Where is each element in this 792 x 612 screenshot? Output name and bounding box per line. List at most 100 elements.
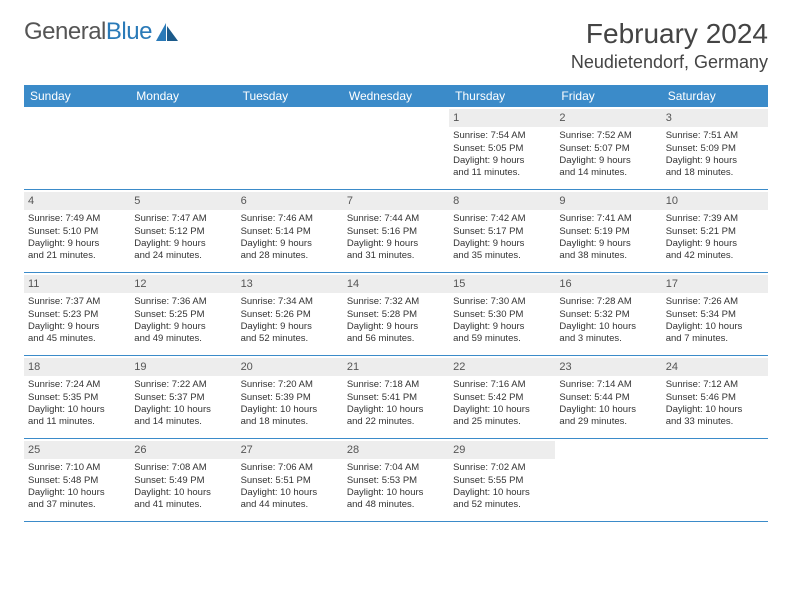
sunrise-text: Sunrise: 7:16 AM: [453, 379, 551, 391]
dl1-text: Daylight: 10 hours: [241, 487, 339, 499]
day-number: 2: [555, 109, 661, 127]
sunrise-text: Sunrise: 7:14 AM: [559, 379, 657, 391]
day-cell: 20Sunrise: 7:20 AMSunset: 5:39 PMDayligh…: [237, 356, 343, 438]
day-number: 1: [449, 109, 555, 127]
title-block: February 2024 Neudietendorf, Germany: [571, 18, 768, 73]
sunset-text: Sunset: 5:25 PM: [134, 309, 232, 321]
dl1-text: Daylight: 10 hours: [28, 487, 126, 499]
day-cell: 7Sunrise: 7:44 AMSunset: 5:16 PMDaylight…: [343, 190, 449, 272]
sunrise-text: Sunrise: 7:06 AM: [241, 462, 339, 474]
sunset-text: Sunset: 5:09 PM: [666, 143, 764, 155]
day-number: 4: [24, 192, 130, 210]
day-cell: 3Sunrise: 7:51 AMSunset: 5:09 PMDaylight…: [662, 107, 768, 189]
day-number: 25: [24, 441, 130, 459]
dl1-text: Daylight: 9 hours: [241, 321, 339, 333]
sunset-text: Sunset: 5:41 PM: [347, 392, 445, 404]
dl2-text: and 44 minutes.: [241, 499, 339, 511]
dl2-text: and 56 minutes.: [347, 333, 445, 345]
sunrise-text: Sunrise: 7:10 AM: [28, 462, 126, 474]
sunset-text: Sunset: 5:16 PM: [347, 226, 445, 238]
header: GeneralBlue February 2024 Neudietendorf,…: [24, 18, 768, 73]
sunrise-text: Sunrise: 7:49 AM: [28, 213, 126, 225]
sunset-text: Sunset: 5:23 PM: [28, 309, 126, 321]
dl2-text: and 59 minutes.: [453, 333, 551, 345]
day-number: 16: [555, 275, 661, 293]
day-cell: [130, 107, 236, 189]
sunset-text: Sunset: 5:55 PM: [453, 475, 551, 487]
day-number: 9: [555, 192, 661, 210]
sunset-text: Sunset: 5:12 PM: [134, 226, 232, 238]
sunset-text: Sunset: 5:49 PM: [134, 475, 232, 487]
day-cell: 11Sunrise: 7:37 AMSunset: 5:23 PMDayligh…: [24, 273, 130, 355]
sunrise-text: Sunrise: 7:30 AM: [453, 296, 551, 308]
dl2-text: and 18 minutes.: [241, 416, 339, 428]
sunset-text: Sunset: 5:32 PM: [559, 309, 657, 321]
day-cell: 23Sunrise: 7:14 AMSunset: 5:44 PMDayligh…: [555, 356, 661, 438]
sunrise-text: Sunrise: 7:12 AM: [666, 379, 764, 391]
weekday-header: Saturday: [662, 85, 768, 107]
sunset-text: Sunset: 5:26 PM: [241, 309, 339, 321]
day-cell: [24, 107, 130, 189]
dl2-text: and 22 minutes.: [347, 416, 445, 428]
dl1-text: Daylight: 9 hours: [28, 238, 126, 250]
sunrise-text: Sunrise: 7:37 AM: [28, 296, 126, 308]
dl2-text: and 25 minutes.: [453, 416, 551, 428]
dl2-text: and 48 minutes.: [347, 499, 445, 511]
dl1-text: Daylight: 9 hours: [453, 155, 551, 167]
weekday-header: Monday: [130, 85, 236, 107]
dl1-text: Daylight: 9 hours: [28, 321, 126, 333]
dl1-text: Daylight: 9 hours: [666, 238, 764, 250]
brand-logo: GeneralBlue: [24, 18, 178, 46]
sunset-text: Sunset: 5:19 PM: [559, 226, 657, 238]
sunset-text: Sunset: 5:17 PM: [453, 226, 551, 238]
day-cell: 26Sunrise: 7:08 AMSunset: 5:49 PMDayligh…: [130, 439, 236, 521]
sunrise-text: Sunrise: 7:39 AM: [666, 213, 764, 225]
day-number: 18: [24, 358, 130, 376]
day-cell: 21Sunrise: 7:18 AMSunset: 5:41 PMDayligh…: [343, 356, 449, 438]
sunrise-text: Sunrise: 7:46 AM: [241, 213, 339, 225]
dl1-text: Daylight: 10 hours: [134, 487, 232, 499]
sunset-text: Sunset: 5:14 PM: [241, 226, 339, 238]
sunset-text: Sunset: 5:44 PM: [559, 392, 657, 404]
sunset-text: Sunset: 5:37 PM: [134, 392, 232, 404]
day-number: 13: [237, 275, 343, 293]
sunrise-text: Sunrise: 7:36 AM: [134, 296, 232, 308]
dl2-text: and 31 minutes.: [347, 250, 445, 262]
day-number: 3: [662, 109, 768, 127]
dl1-text: Daylight: 9 hours: [453, 321, 551, 333]
sunset-text: Sunset: 5:35 PM: [28, 392, 126, 404]
day-number: 7: [343, 192, 449, 210]
day-cell: 28Sunrise: 7:04 AMSunset: 5:53 PMDayligh…: [343, 439, 449, 521]
sunset-text: Sunset: 5:28 PM: [347, 309, 445, 321]
day-cell: 29Sunrise: 7:02 AMSunset: 5:55 PMDayligh…: [449, 439, 555, 521]
sunrise-text: Sunrise: 7:51 AM: [666, 130, 764, 142]
day-cell: [662, 439, 768, 521]
day-cell: [237, 107, 343, 189]
dl2-text: and 49 minutes.: [134, 333, 232, 345]
brand-text: GeneralBlue: [24, 18, 152, 46]
dl2-text: and 18 minutes.: [666, 167, 764, 179]
sunset-text: Sunset: 5:05 PM: [453, 143, 551, 155]
day-cell: 22Sunrise: 7:16 AMSunset: 5:42 PMDayligh…: [449, 356, 555, 438]
day-cell: 8Sunrise: 7:42 AMSunset: 5:17 PMDaylight…: [449, 190, 555, 272]
sunrise-text: Sunrise: 7:18 AM: [347, 379, 445, 391]
dl2-text: and 28 minutes.: [241, 250, 339, 262]
day-cell: 14Sunrise: 7:32 AMSunset: 5:28 PMDayligh…: [343, 273, 449, 355]
day-cell: 16Sunrise: 7:28 AMSunset: 5:32 PMDayligh…: [555, 273, 661, 355]
dl1-text: Daylight: 10 hours: [347, 404, 445, 416]
sunrise-text: Sunrise: 7:22 AM: [134, 379, 232, 391]
sunrise-text: Sunrise: 7:47 AM: [134, 213, 232, 225]
dl2-text: and 3 minutes.: [559, 333, 657, 345]
dl2-text: and 52 minutes.: [453, 499, 551, 511]
sunrise-text: Sunrise: 7:28 AM: [559, 296, 657, 308]
weekday-header: Thursday: [449, 85, 555, 107]
dl2-text: and 24 minutes.: [134, 250, 232, 262]
dl1-text: Daylight: 9 hours: [453, 238, 551, 250]
dl2-text: and 14 minutes.: [134, 416, 232, 428]
day-cell: [343, 107, 449, 189]
dl2-text: and 42 minutes.: [666, 250, 764, 262]
day-number: 14: [343, 275, 449, 293]
dl1-text: Daylight: 9 hours: [134, 238, 232, 250]
day-number: 24: [662, 358, 768, 376]
dl1-text: Daylight: 10 hours: [347, 487, 445, 499]
